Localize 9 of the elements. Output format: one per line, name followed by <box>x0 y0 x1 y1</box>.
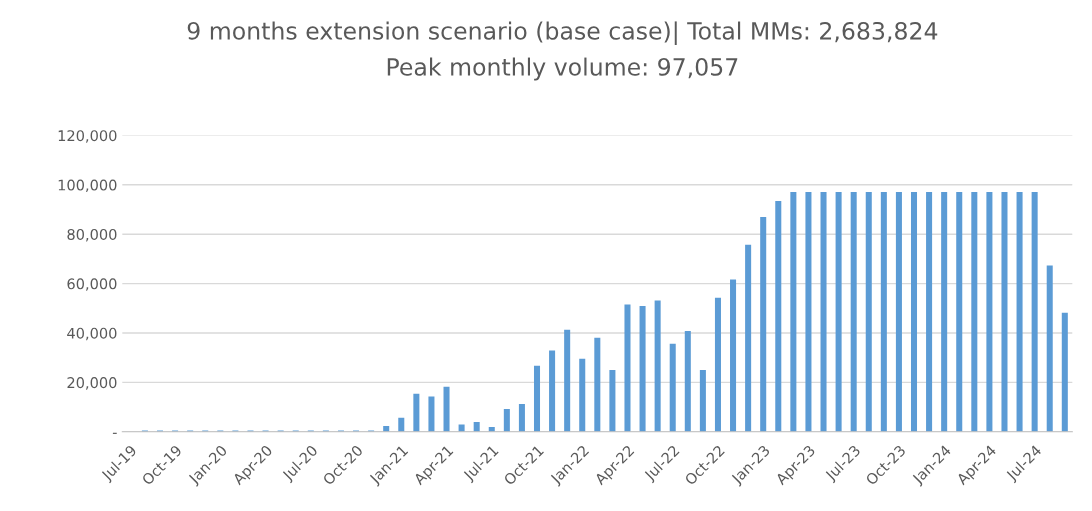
chart-title: 9 months extension scenario (base case)| Total MMs: 2,683,824 <box>187 21 938 46</box>
y-tick-label: 40,000 <box>67 327 117 341</box>
y-tick-label: 60,000 <box>67 278 117 291</box>
chart-subtitle: Peak monthly volume: 97,057 <box>387 57 738 81</box>
y-tick-label: 120,000 <box>58 130 117 143</box>
y-tick-label: 100,000 <box>58 179 117 193</box>
y-tick-label: - <box>112 432 117 434</box>
y-tick-label: 20,000 <box>67 377 117 390</box>
y-tick-label: 80,000 <box>67 228 117 242</box>
